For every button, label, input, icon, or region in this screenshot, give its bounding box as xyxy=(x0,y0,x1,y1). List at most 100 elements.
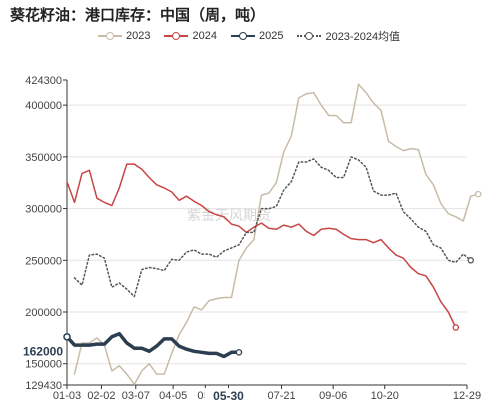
data-point-s3 xyxy=(164,270,165,271)
data-point-s0 xyxy=(448,213,449,214)
data-point-s3 xyxy=(111,287,112,288)
cursor-x-label: 05-30 xyxy=(213,389,244,403)
data-point-s0 xyxy=(164,373,165,374)
data-point-s3 xyxy=(380,195,381,196)
data-point-s1 xyxy=(388,247,389,248)
data-point-s0 xyxy=(141,370,142,371)
data-point-s0 xyxy=(261,195,262,196)
data-point-s3 xyxy=(276,206,277,207)
data-point-s0 xyxy=(455,216,456,217)
data-point-s0 xyxy=(433,184,434,185)
data-point-s1 xyxy=(298,223,299,224)
y-tick-label: 424300 xyxy=(25,75,62,87)
legend-item-2025[interactable]: 2025 xyxy=(230,28,283,44)
data-point-s0 xyxy=(463,220,464,221)
data-point-s3 xyxy=(268,208,269,209)
x-tick-label: 01-03 xyxy=(53,390,81,402)
series-end-marker xyxy=(467,257,474,264)
data-point-s0 xyxy=(96,337,97,338)
data-point-s1 xyxy=(395,255,396,256)
data-point-s1 xyxy=(208,211,209,212)
legend-item-2024[interactable]: 2024 xyxy=(164,28,217,44)
data-point-s1 xyxy=(194,201,195,202)
data-point-s1 xyxy=(313,235,314,236)
data-point-s3 xyxy=(96,253,97,254)
data-point-s2 xyxy=(149,351,150,352)
data-point-s0 xyxy=(119,365,120,366)
data-point-s0 xyxy=(149,363,150,364)
data-point-s2 xyxy=(179,346,180,347)
data-point-s2 xyxy=(186,349,187,350)
data-point-s3 xyxy=(223,250,224,251)
data-point-s1 xyxy=(358,239,359,240)
x-tick-label: 04-05 xyxy=(159,390,187,402)
legend-item-2023[interactable]: 2023 xyxy=(98,28,150,44)
data-point-s1 xyxy=(276,229,277,230)
data-point-s0 xyxy=(111,370,112,371)
legend-line-2025-icon xyxy=(230,31,255,41)
data-point-s3 xyxy=(343,177,344,178)
data-point-s1 xyxy=(418,273,419,274)
data-point-s1 xyxy=(89,170,90,171)
data-point-s3 xyxy=(231,247,232,248)
data-point-s2 xyxy=(126,342,127,343)
data-point-s3 xyxy=(149,267,150,268)
data-point-s3 xyxy=(283,189,284,190)
data-point-s1 xyxy=(81,173,82,174)
legend-label-2024: 2024 xyxy=(192,30,217,42)
data-point-s0 xyxy=(328,115,329,116)
data-point-s0 xyxy=(186,322,187,323)
data-point-s1 xyxy=(448,311,449,312)
data-point-s1 xyxy=(336,229,337,230)
data-point-s3 xyxy=(351,156,352,157)
data-point-s1 xyxy=(261,222,262,223)
data-point-s3 xyxy=(194,249,195,250)
series-end-marker xyxy=(452,324,460,331)
data-point-s1 xyxy=(380,239,381,240)
data-point-s0 xyxy=(283,151,284,152)
legend-line-average-icon xyxy=(297,31,322,41)
data-point-s2 xyxy=(201,352,202,353)
x-tick-label: 12-29 xyxy=(453,390,481,402)
data-point-s3 xyxy=(463,253,464,254)
data-point-s0 xyxy=(351,122,352,123)
data-point-s3 xyxy=(403,211,404,212)
y-tick-label: 200000 xyxy=(25,307,62,319)
data-point-s0 xyxy=(365,92,366,93)
x-tick-label: 02-02 xyxy=(87,390,115,402)
data-point-s0 xyxy=(470,196,471,197)
x-tick-label: 10-20 xyxy=(371,390,399,402)
data-point-s1 xyxy=(343,234,344,235)
data-point-s1 xyxy=(164,187,165,188)
data-point-s1 xyxy=(328,228,329,229)
data-point-s0 xyxy=(425,174,426,175)
data-point-s0 xyxy=(358,84,359,85)
data-point-s0 xyxy=(440,203,441,204)
data-point-s0 xyxy=(74,373,75,374)
data-point-s1 xyxy=(171,191,172,192)
data-point-s3 xyxy=(216,257,217,258)
data-point-s3 xyxy=(365,167,366,168)
data-point-s2 xyxy=(164,338,165,339)
series-line-1 xyxy=(66,163,457,329)
data-point-s0 xyxy=(126,373,127,374)
data-point-s0 xyxy=(246,247,247,248)
legend-item-average[interactable]: 2023-2024均值 xyxy=(297,28,400,44)
data-point-s3 xyxy=(246,232,247,233)
data-point-s2 xyxy=(134,348,135,349)
data-point-s1 xyxy=(141,169,142,170)
data-point-s3 xyxy=(306,161,307,162)
y-tick-label: 250000 xyxy=(25,255,62,267)
data-point-s1 xyxy=(126,163,127,164)
data-point-s0 xyxy=(208,300,209,301)
data-point-s0 xyxy=(343,122,344,123)
data-point-s0 xyxy=(298,97,299,98)
cursor-x-box xyxy=(204,388,253,404)
data-point-s1 xyxy=(440,301,441,302)
data-point-s3 xyxy=(253,232,254,233)
data-point-s3 xyxy=(74,277,75,278)
data-point-s1 xyxy=(283,225,284,226)
data-point-s3 xyxy=(126,289,127,290)
data-point-s3 xyxy=(418,227,419,228)
